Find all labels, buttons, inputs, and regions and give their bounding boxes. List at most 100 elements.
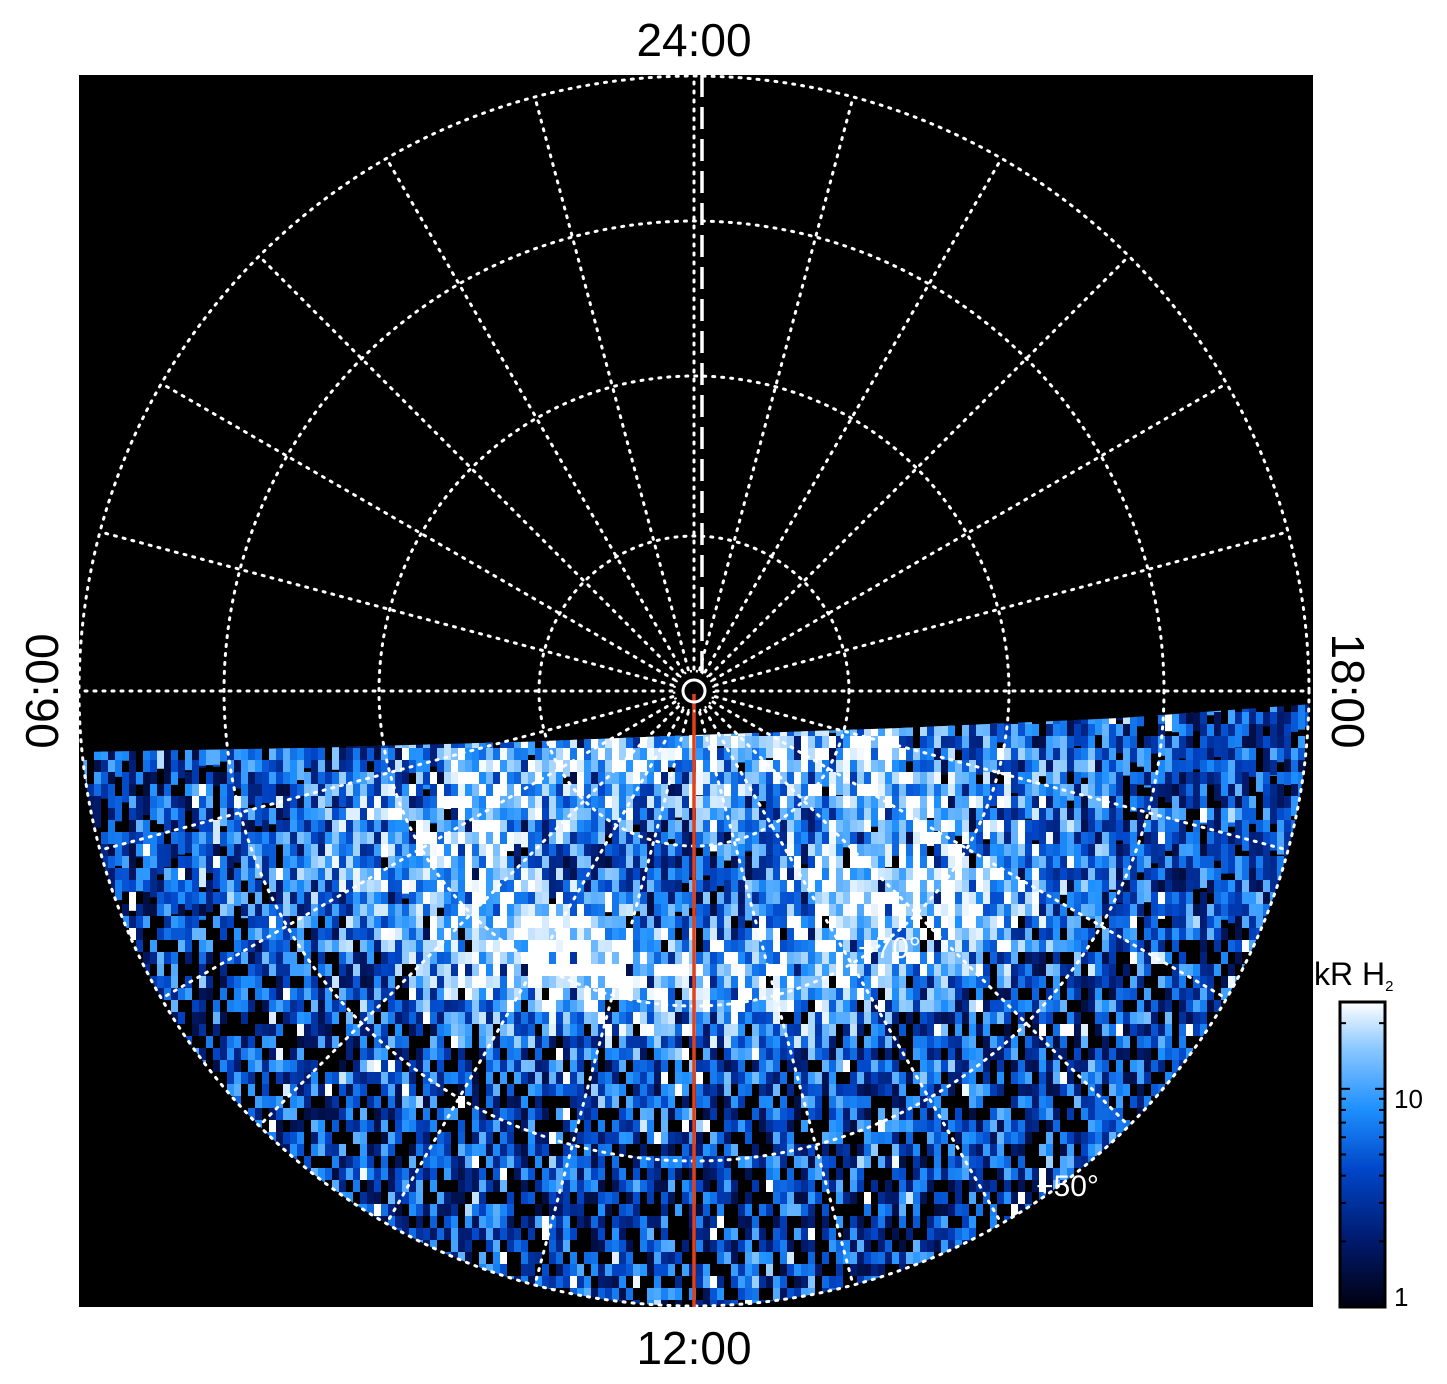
emission-cell [1088, 1108, 1095, 1120]
emission-cell [1102, 868, 1109, 887]
emission-cell [1025, 892, 1032, 909]
emission-cell [367, 1048, 374, 1060]
emission-cell [283, 784, 290, 802]
emission-cell [1207, 820, 1214, 835]
emission-cell [682, 904, 689, 916]
emission-cell [717, 808, 724, 825]
emission-cell [864, 1108, 871, 1120]
emission-cell [822, 748, 829, 762]
emission-cell [297, 1060, 304, 1072]
emission-cell [549, 820, 556, 834]
emission-cell [990, 1120, 997, 1132]
emission-cell [241, 976, 248, 988]
emission-cell [822, 928, 829, 940]
emission-cell [1298, 760, 1305, 782]
emission-cell [318, 940, 325, 952]
emission-cell [962, 1144, 969, 1156]
emission-cell [927, 1144, 934, 1156]
emission-cell [423, 1144, 430, 1156]
emission-cell [829, 1012, 836, 1024]
emission-cell [1004, 832, 1011, 853]
emission-cell [1102, 892, 1109, 911]
emission-cell [787, 964, 794, 976]
emission-cell [829, 856, 836, 871]
emission-cell [171, 832, 178, 850]
emission-cell [290, 748, 297, 763]
emission-cell [528, 832, 535, 860]
emission-cell [864, 916, 871, 928]
emission-cell [857, 820, 864, 839]
emission-cell [1228, 976, 1235, 988]
emission-cell [437, 736, 444, 759]
emission-cell [871, 1012, 878, 1024]
emission-cell [675, 1060, 682, 1072]
emission-cell [255, 772, 262, 794]
emission-cell [633, 856, 640, 869]
emission-cell [738, 772, 745, 791]
emission-cell [794, 952, 801, 964]
emission-cell [409, 1108, 416, 1120]
emission-cell [1179, 964, 1186, 976]
emission-cell [1095, 904, 1102, 916]
emission-cell [605, 736, 612, 756]
emission-cell [801, 748, 808, 774]
emission-cell [724, 1120, 731, 1132]
emission-cell [339, 880, 346, 900]
emission-cell [437, 880, 444, 893]
emission-cell [1067, 1024, 1074, 1036]
emission-cell [87, 796, 94, 820]
emission-cell [1137, 964, 1144, 976]
emission-cell [262, 1072, 269, 1084]
emission-cell [675, 892, 682, 912]
emission-cell [801, 940, 808, 952]
emission-cell [108, 868, 115, 891]
emission-cell [381, 868, 388, 886]
emission-cell [710, 1108, 717, 1120]
emission-cell [297, 880, 304, 909]
emission-cell [983, 880, 990, 903]
emission-cell [500, 940, 507, 952]
emission-cell [983, 856, 990, 875]
emission-cell [353, 868, 360, 885]
emission-cell [563, 940, 570, 952]
emission-cell [346, 1096, 353, 1108]
emission-cell [962, 976, 969, 988]
emission-cell [759, 1024, 766, 1036]
emission-cell [192, 856, 199, 875]
emission-cell [941, 916, 948, 928]
emission-cell [395, 1096, 402, 1108]
emission-cell [1172, 904, 1179, 916]
emission-cell [976, 928, 983, 940]
emission-cell [381, 760, 388, 776]
emission-cell [724, 760, 731, 783]
emission-cell [1235, 892, 1242, 923]
emission-cell [1305, 704, 1309, 714]
emission-cell [507, 1120, 514, 1132]
emission-cell [381, 976, 388, 988]
emission-cell [773, 1144, 780, 1156]
emission-cell [514, 1024, 521, 1036]
emission-cell [1095, 964, 1102, 976]
emission-cell [318, 784, 325, 800]
emission-cell [325, 880, 332, 901]
emission-cell [612, 1120, 619, 1132]
emission-cell [1060, 820, 1067, 838]
emission-cell [507, 940, 514, 952]
emission-cell [395, 1060, 402, 1072]
emission-cell [843, 736, 850, 759]
emission-cell [472, 988, 479, 1000]
emission-cell [178, 928, 185, 940]
emission-cell [766, 928, 773, 940]
emission-cell [262, 1000, 269, 1012]
emission-cell [1011, 1072, 1018, 1084]
emission-cell [612, 1060, 619, 1072]
emission-cell [283, 1000, 290, 1012]
emission-cell [983, 1132, 990, 1144]
emission-cell [1256, 868, 1263, 884]
emission-cell [1263, 736, 1270, 755]
emission-cell [1298, 748, 1305, 769]
emission-cell [206, 844, 213, 864]
emission-cell [934, 1144, 941, 1156]
emission-cell [206, 1036, 213, 1048]
emission-cell [899, 928, 906, 940]
